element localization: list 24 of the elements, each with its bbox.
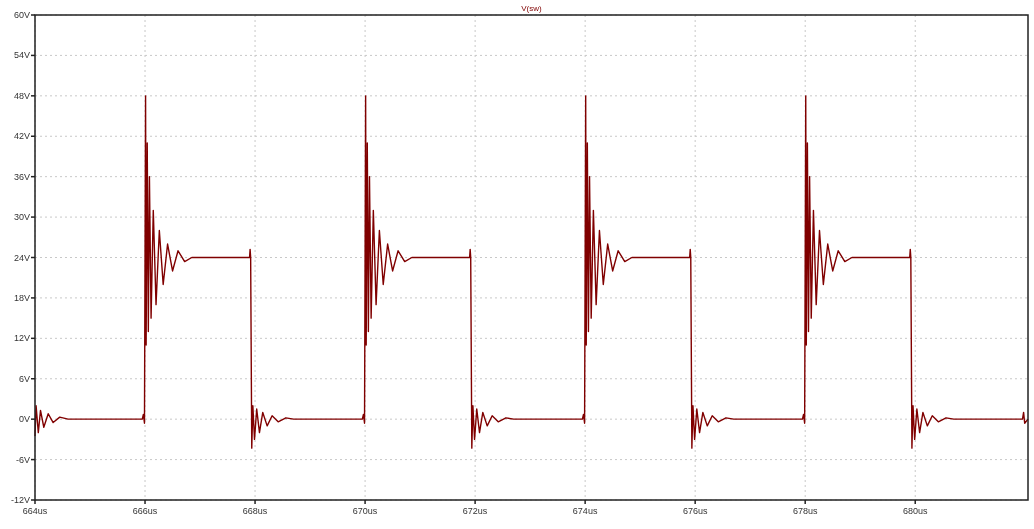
text: V(sw) xyxy=(521,4,543,13)
x-tick-label: 678us xyxy=(792,506,818,516)
y-tick-label: -6V xyxy=(15,454,30,465)
x-tick-label: 664us xyxy=(22,506,48,516)
x-tick-label: 676us xyxy=(682,506,708,516)
x-tick-label: 670us xyxy=(352,506,378,516)
line-series xyxy=(34,95,1029,449)
y-tick-label: 30V xyxy=(13,212,30,223)
x-tick-label: 674us xyxy=(572,506,598,516)
y-tick-label: 6V xyxy=(18,373,30,384)
y-tick-label: -12V xyxy=(10,495,30,505)
y-tick-label: 60V xyxy=(13,10,30,20)
x-tick-label: 668us xyxy=(242,506,268,516)
y-tick-label: 24V xyxy=(13,252,30,263)
y-tick-label: 36V xyxy=(13,171,30,182)
y-tick-label: 0V xyxy=(18,414,30,425)
x-tick-label: 666us xyxy=(132,506,158,516)
y-tick-label: 18V xyxy=(13,292,30,303)
x-tick-label: 672us xyxy=(462,506,488,516)
y-tick-label: 12V xyxy=(13,333,30,344)
y-tick-label: 42V xyxy=(13,131,30,142)
y-tick-label: 48V xyxy=(13,90,30,101)
y-tick-label: 54V xyxy=(13,50,30,61)
x-tick-label: 680us xyxy=(902,506,928,516)
